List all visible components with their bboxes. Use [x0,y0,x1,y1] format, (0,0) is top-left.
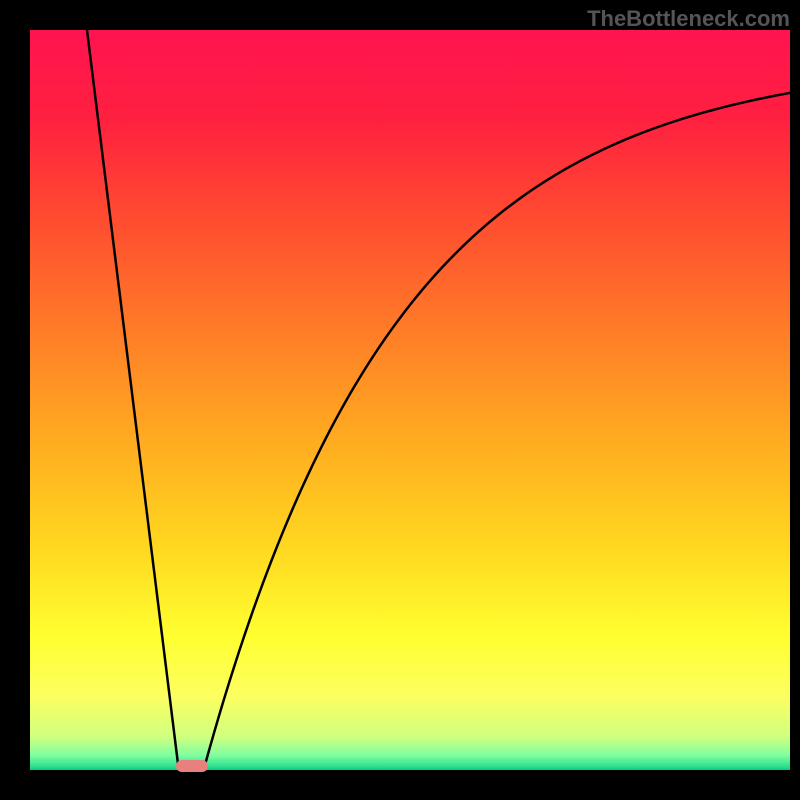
gradient-background [30,30,790,770]
watermark-text: TheBottleneck.com [587,6,790,32]
chart-container: TheBottleneck.com [0,0,800,800]
vertex-marker [176,760,208,772]
plot-area [30,30,790,770]
